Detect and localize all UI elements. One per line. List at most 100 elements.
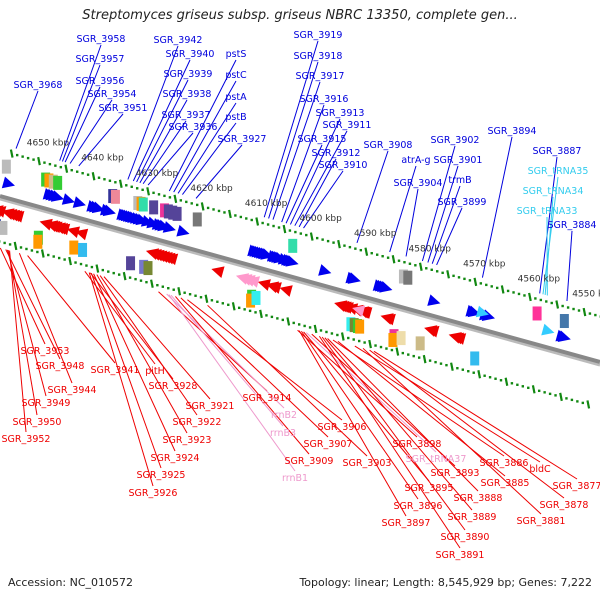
gene-label-bottom: SGR_3922	[173, 417, 222, 428]
tick-dot	[163, 194, 166, 198]
leader-line-top	[421, 145, 456, 262]
leader-line-bottom	[168, 294, 296, 472]
leader-line-top	[132, 59, 191, 182]
reverse-gene-arrow	[382, 313, 396, 326]
tick-dot	[36, 250, 39, 254]
tick-dot	[217, 209, 221, 213]
tick-dot	[479, 282, 483, 285]
tick-dot	[548, 392, 552, 396]
tick-major	[364, 247, 369, 256]
gene-label-bottom: SGR_3950	[13, 417, 62, 428]
tick-dot	[292, 321, 295, 325]
gene-label-bottom: SGR_3903	[343, 458, 392, 469]
tick-dot	[261, 221, 264, 225]
tick-dot	[570, 398, 574, 402]
cog-box-forward	[403, 270, 413, 285]
leader-line-top	[427, 165, 459, 263]
tick-dot	[152, 191, 155, 195]
tick-dot	[485, 283, 488, 287]
tick-major	[40, 249, 45, 258]
leader-line-top	[298, 158, 337, 228]
tick-dot	[70, 168, 73, 172]
tick-dot	[239, 215, 243, 219]
gene-label-bottom: SGR_3925	[137, 470, 186, 481]
tick-dot	[195, 203, 199, 207]
tick-dot	[294, 230, 297, 234]
gene-label-top: trmB	[448, 175, 471, 186]
tick-dot	[550, 301, 553, 305]
gene-label-top: SGR_3899	[438, 197, 487, 208]
tick-dot	[216, 300, 219, 303]
gene-label-bottom: SGR_3948	[36, 361, 85, 372]
tick-dot	[199, 296, 203, 299]
gene-label-bottom: SGR_3928	[149, 381, 198, 392]
gene-label-top: pstS	[226, 49, 247, 60]
tick-major	[313, 324, 318, 334]
tick-dot	[103, 178, 106, 181]
gene-label-top: pstB	[225, 112, 246, 123]
tick-dot	[385, 347, 388, 350]
reverse-gene-arrow	[165, 253, 179, 266]
tick-major	[504, 377, 509, 386]
gene-label-top: pstA	[225, 92, 247, 103]
tick-dot	[494, 377, 497, 380]
leader-line-top	[127, 45, 179, 180]
gene-label-top: SGR_3942	[154, 35, 203, 46]
cog-box-reverse	[143, 261, 153, 276]
tick-dot	[15, 153, 19, 157]
cog-box-reverse	[388, 332, 398, 347]
tick-major	[68, 256, 72, 266]
tick-dot	[114, 181, 117, 184]
tick-dot	[288, 229, 292, 232]
reverse-gene-arrow	[345, 303, 359, 315]
trna-arrow	[475, 305, 489, 318]
reverse-gene-arrow	[426, 325, 440, 338]
tick-major	[64, 164, 69, 173]
tick-major	[9, 149, 14, 158]
tick-major	[531, 385, 536, 394]
gene-label-bottom: SGR_3897	[382, 518, 431, 529]
tick-dot	[297, 323, 301, 326]
gene-label-top: SGR_3918	[294, 51, 343, 62]
tick-dot	[363, 341, 366, 344]
tick-dot	[90, 265, 94, 269]
tick-dot	[512, 291, 515, 294]
gene-label-top: SGR_3940	[166, 49, 215, 60]
tick-dot	[326, 239, 330, 243]
reverse-gene-arrow	[257, 279, 271, 291]
cog-box-forward	[532, 306, 542, 321]
tick-dot	[108, 179, 112, 182]
tick-dot	[472, 371, 475, 374]
cog-box-forward	[288, 238, 298, 253]
leader-line-bottom	[93, 273, 176, 452]
kbp-label: 4610 kbp	[245, 199, 288, 209]
cog-box-forward	[1, 159, 11, 174]
cog-box-reverse	[0, 220, 8, 235]
tick-major	[91, 172, 96, 181]
tick-dot	[461, 368, 465, 371]
leader-line-top	[168, 59, 237, 192]
cog-box-forward	[149, 200, 159, 215]
tick-dot	[403, 261, 406, 264]
tick-dot	[435, 270, 439, 273]
gene-label-top: SGR_3917	[296, 71, 345, 82]
tick-dot	[130, 185, 133, 188]
kbp-label: 4600 kbp	[299, 214, 342, 224]
tick-dot	[135, 187, 139, 190]
leader-line-bottom	[362, 347, 542, 515]
tick-dot	[221, 302, 225, 305]
tick-dot	[397, 259, 401, 262]
leader-line-bottom	[332, 339, 505, 457]
tick-dot	[594, 313, 597, 317]
reverse-gene-arrow	[57, 223, 71, 236]
tick-dot	[210, 299, 214, 302]
tick-dot	[412, 354, 415, 358]
tick-dot	[79, 262, 83, 266]
tick-major	[228, 209, 232, 219]
tick-major	[528, 292, 532, 302]
tick-dot	[576, 400, 579, 403]
tick-dot	[543, 391, 546, 394]
tick-dot	[157, 193, 161, 196]
tick-dot	[417, 356, 421, 359]
